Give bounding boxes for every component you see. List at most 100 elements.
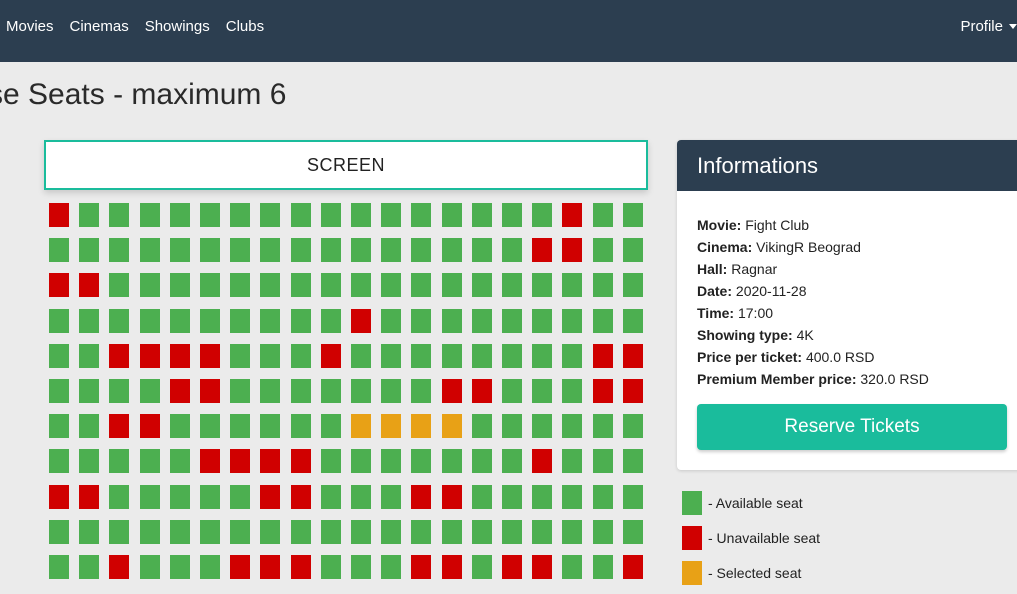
seat-r2-c13[interactable] <box>411 238 431 262</box>
seat-r9-c16[interactable] <box>502 485 522 509</box>
seat-r9-c12[interactable] <box>381 485 401 509</box>
seat-r8-c13[interactable] <box>411 449 431 473</box>
seat-r2-c4[interactable] <box>140 238 160 262</box>
seat-r8-c11[interactable] <box>351 449 371 473</box>
seat-r1-c20[interactable] <box>623 203 643 227</box>
seat-r9-c6[interactable] <box>200 485 220 509</box>
seat-r2-c20[interactable] <box>623 238 643 262</box>
seat-r11-c6[interactable] <box>200 555 220 579</box>
seat-r9-c19[interactable] <box>593 485 613 509</box>
seat-r11-c15[interactable] <box>472 555 492 579</box>
seat-r10-c2[interactable] <box>79 520 99 544</box>
seat-r6-c7[interactable] <box>230 379 250 403</box>
seat-r2-c15[interactable] <box>472 238 492 262</box>
seat-r2-c3[interactable] <box>109 238 129 262</box>
seat-r6-c16[interactable] <box>502 379 522 403</box>
seat-r11-c4[interactable] <box>140 555 160 579</box>
seat-r7-c20[interactable] <box>623 414 643 438</box>
seat-r8-c1[interactable] <box>49 449 69 473</box>
seat-r10-c11[interactable] <box>351 520 371 544</box>
seat-r11-c11[interactable] <box>351 555 371 579</box>
seat-r5-c2[interactable] <box>79 344 99 368</box>
seat-r6-c12[interactable] <box>381 379 401 403</box>
seat-r11-c5[interactable] <box>170 555 190 579</box>
seat-r1-c10[interactable] <box>321 203 341 227</box>
seat-r10-c6[interactable] <box>200 520 220 544</box>
nav-link-clubs[interactable]: Clubs <box>225 18 265 35</box>
seat-r4-c3[interactable] <box>109 309 129 333</box>
seat-r2-c9[interactable] <box>291 238 311 262</box>
seat-r2-c6[interactable] <box>200 238 220 262</box>
seat-r3-c11[interactable] <box>351 273 371 297</box>
seat-r3-c20[interactable] <box>623 273 643 297</box>
seat-r2-c8[interactable] <box>260 238 280 262</box>
seat-r2-c11[interactable] <box>351 238 371 262</box>
reserve-tickets-button[interactable]: Reserve Tickets <box>697 404 1007 450</box>
seat-r5-c1[interactable] <box>49 344 69 368</box>
seat-r3-c19[interactable] <box>593 273 613 297</box>
seat-r9-c11[interactable] <box>351 485 371 509</box>
seat-r8-c16[interactable] <box>502 449 522 473</box>
seat-r1-c2[interactable] <box>79 203 99 227</box>
seat-r6-c3[interactable] <box>109 379 129 403</box>
seat-r4-c10[interactable] <box>321 309 341 333</box>
seat-r8-c2[interactable] <box>79 449 99 473</box>
seat-r8-c5[interactable] <box>170 449 190 473</box>
seat-r6-c11[interactable] <box>351 379 371 403</box>
seat-r10-c10[interactable] <box>321 520 341 544</box>
seat-r8-c3[interactable] <box>109 449 129 473</box>
seat-r6-c9[interactable] <box>291 379 311 403</box>
seat-r3-c13[interactable] <box>411 273 431 297</box>
seat-r3-c3[interactable] <box>109 273 129 297</box>
seat-r11-c12[interactable] <box>381 555 401 579</box>
seat-r1-c19[interactable] <box>593 203 613 227</box>
seat-r6-c13[interactable] <box>411 379 431 403</box>
seat-r4-c4[interactable] <box>140 309 160 333</box>
seat-r9-c3[interactable] <box>109 485 129 509</box>
seat-r7-c2[interactable] <box>79 414 99 438</box>
seat-r4-c17[interactable] <box>532 309 552 333</box>
seat-r4-c7[interactable] <box>230 309 250 333</box>
seat-r10-c4[interactable] <box>140 520 160 544</box>
seat-r2-c7[interactable] <box>230 238 250 262</box>
seat-r8-c10[interactable] <box>321 449 341 473</box>
seat-r7-c16[interactable] <box>502 414 522 438</box>
seat-r1-c12[interactable] <box>381 203 401 227</box>
seat-r3-c10[interactable] <box>321 273 341 297</box>
seat-r4-c1[interactable] <box>49 309 69 333</box>
seat-r4-c8[interactable] <box>260 309 280 333</box>
seat-r3-c6[interactable] <box>200 273 220 297</box>
seat-r1-c5[interactable] <box>170 203 190 227</box>
seat-r1-c16[interactable] <box>502 203 522 227</box>
seat-r9-c17[interactable] <box>532 485 552 509</box>
seat-r1-c8[interactable] <box>260 203 280 227</box>
seat-r1-c7[interactable] <box>230 203 250 227</box>
seat-r10-c13[interactable] <box>411 520 431 544</box>
seat-r6-c8[interactable] <box>260 379 280 403</box>
seat-r7-c15[interactable] <box>472 414 492 438</box>
seat-r4-c15[interactable] <box>472 309 492 333</box>
seat-r11-c1[interactable] <box>49 555 69 579</box>
seat-r4-c5[interactable] <box>170 309 190 333</box>
seat-r2-c2[interactable] <box>79 238 99 262</box>
seat-r1-c17[interactable] <box>532 203 552 227</box>
seat-r4-c14[interactable] <box>442 309 462 333</box>
seat-r1-c4[interactable] <box>140 203 160 227</box>
seat-r6-c10[interactable] <box>321 379 341 403</box>
seat-r10-c5[interactable] <box>170 520 190 544</box>
seat-r5-c8[interactable] <box>260 344 280 368</box>
seat-r5-c7[interactable] <box>230 344 250 368</box>
seat-r5-c16[interactable] <box>502 344 522 368</box>
seat-r6-c18[interactable] <box>562 379 582 403</box>
seat-r11-c18[interactable] <box>562 555 582 579</box>
seat-r3-c5[interactable] <box>170 273 190 297</box>
seat-r7-c9[interactable] <box>291 414 311 438</box>
seat-r2-c19[interactable] <box>593 238 613 262</box>
seat-r10-c20[interactable] <box>623 520 643 544</box>
seat-r10-c1[interactable] <box>49 520 69 544</box>
seat-r7-c19[interactable] <box>593 414 613 438</box>
seat-r5-c9[interactable] <box>291 344 311 368</box>
seat-r11-c19[interactable] <box>593 555 613 579</box>
seat-r9-c4[interactable] <box>140 485 160 509</box>
seat-r5-c14[interactable] <box>442 344 462 368</box>
